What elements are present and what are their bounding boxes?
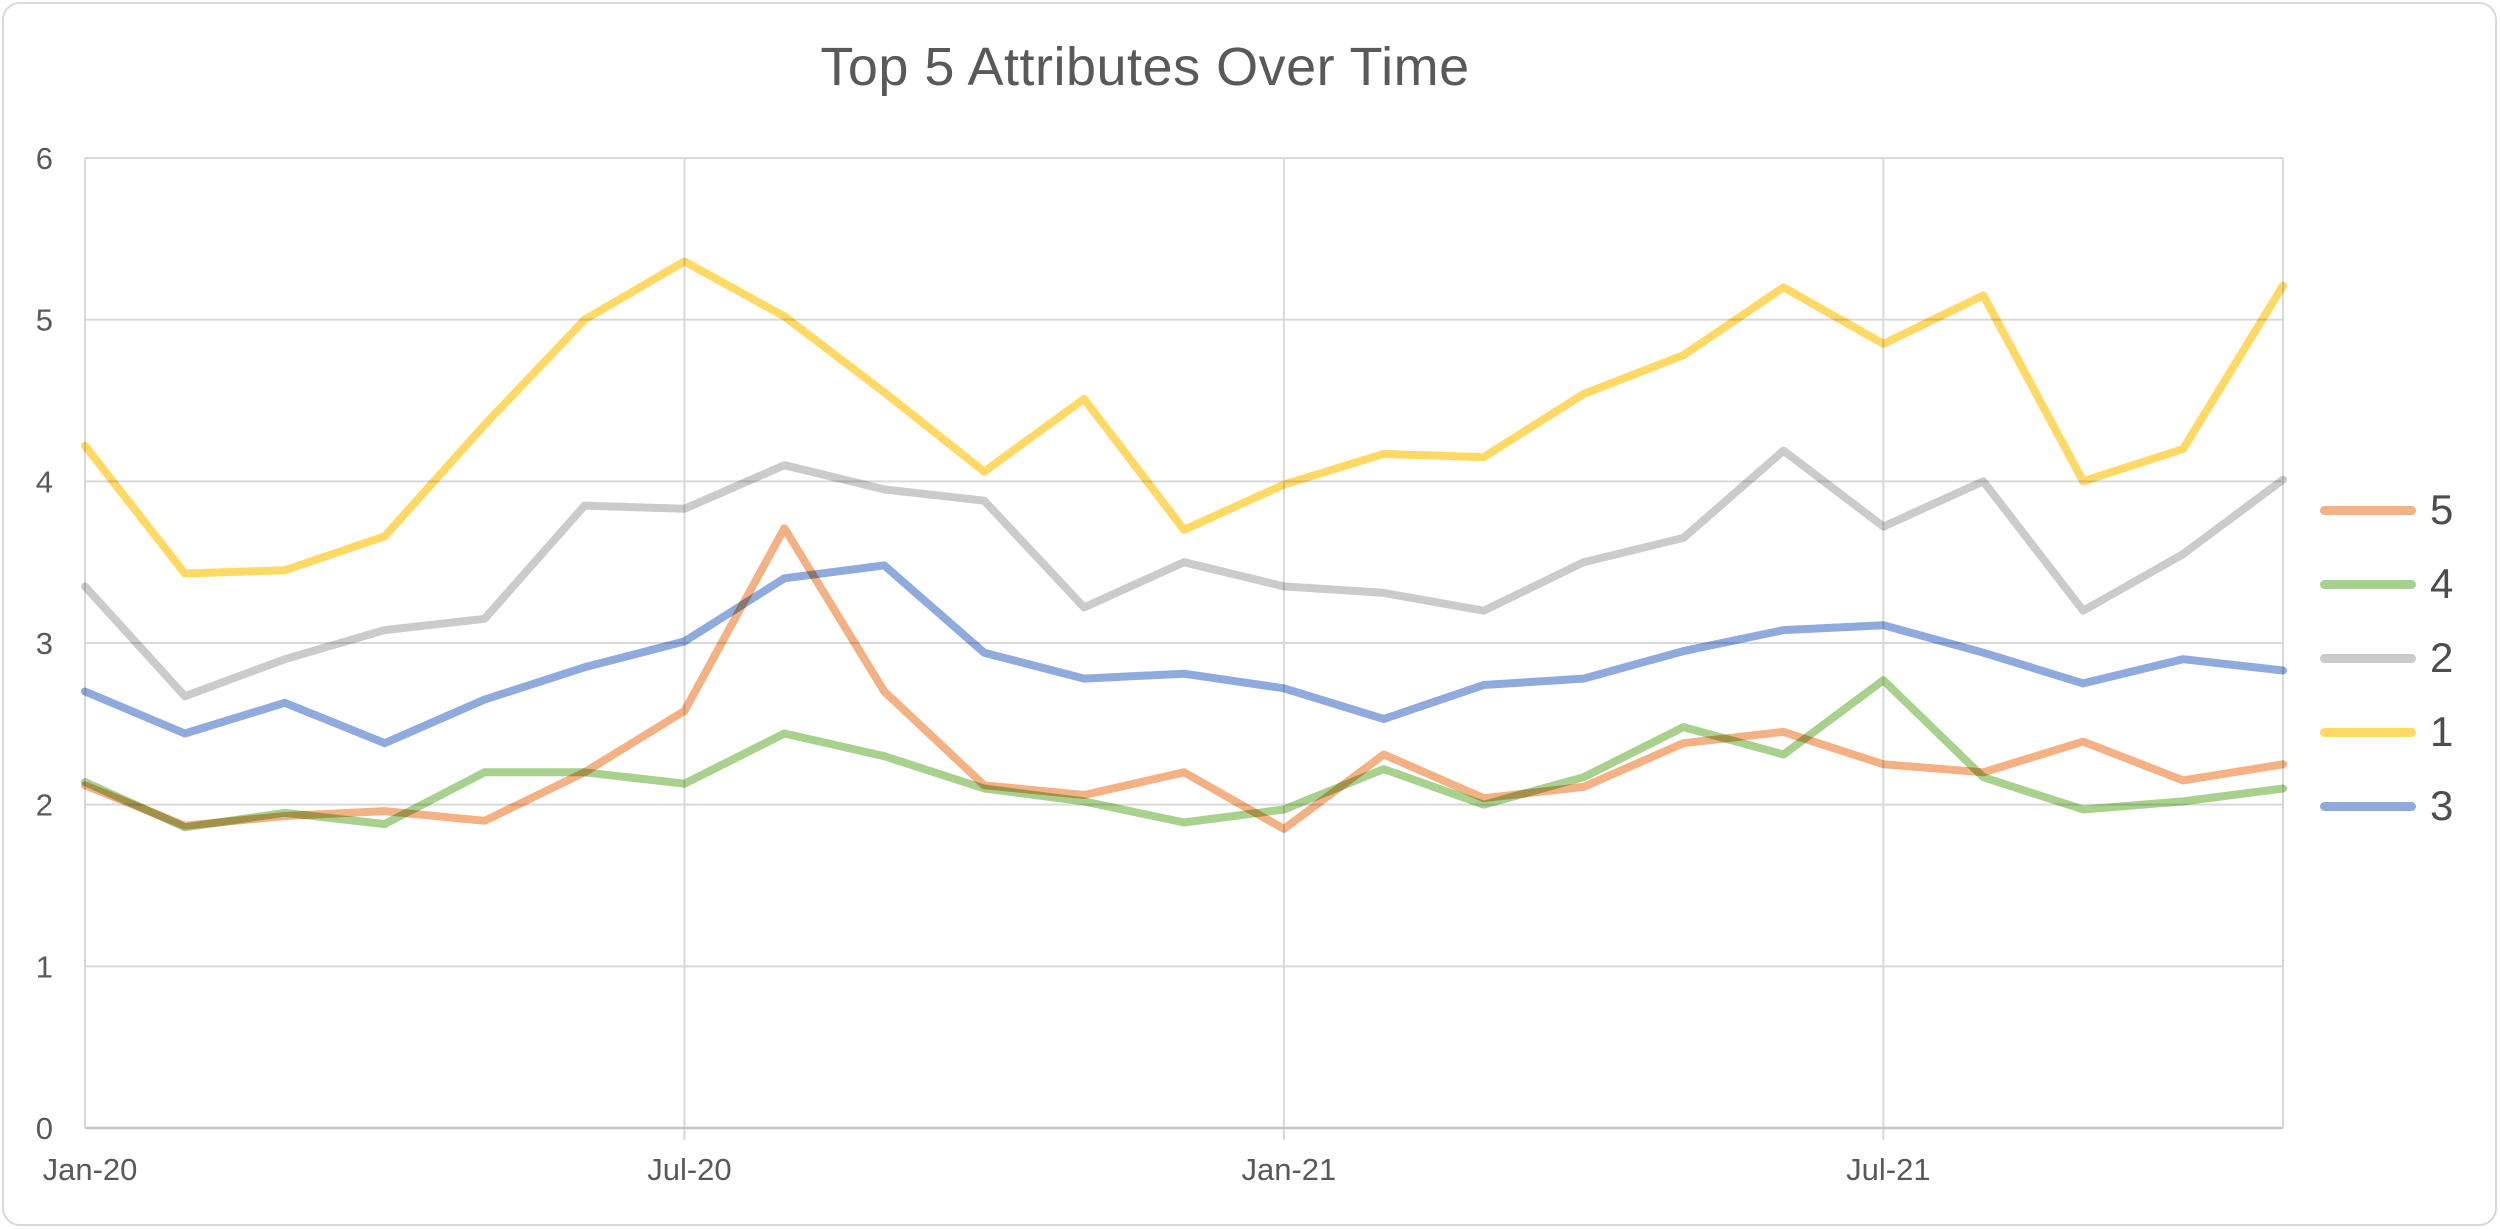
gridlines (85, 157, 2283, 1140)
x-tick-label-Jul-20: Jul-20 (647, 1152, 731, 1187)
y-tick-label-6: 6 (36, 141, 53, 176)
series-line-1 (81, 257, 2287, 578)
x-tick-label-Jul-21: Jul-21 (1846, 1152, 1930, 1187)
y-tick-label-4: 4 (36, 464, 53, 499)
legend-label-2: 2 (2430, 634, 2454, 681)
series-line-2 (81, 446, 2287, 701)
y-tick-label-3: 3 (36, 626, 53, 661)
legend-label-1: 1 (2430, 708, 2454, 755)
y-tick-label-1: 1 (36, 949, 53, 984)
series-line-4 (81, 676, 2287, 832)
series-lines (81, 257, 2287, 833)
y-axis-tick-labels: 0 1 2 3 4 5 6 (36, 141, 53, 1146)
y-tick-label-2: 2 (36, 788, 53, 823)
legend-item-3[interactable]: 3 (2320, 784, 2453, 828)
legend-swatch-5 (2320, 505, 2416, 515)
y-tick-label-5: 5 (36, 303, 53, 338)
legend-label-4: 4 (2430, 560, 2454, 607)
legend-item-4[interactable]: 4 (2320, 562, 2453, 606)
legend-swatch-3 (2320, 801, 2416, 811)
axes (84, 158, 2284, 1130)
legend-swatch-1 (2320, 727, 2416, 737)
x-tick-label-Jan-20: Jan-20 (43, 1152, 138, 1187)
x-axis-tick-labels: Jan-20 Jul-20 Jan-21 Jul-21 (43, 1152, 1931, 1187)
legend-item-1[interactable]: 1 (2320, 710, 2453, 754)
legend-label-3: 3 (2430, 782, 2454, 829)
x-tick-label-Jan-21: Jan-21 (1242, 1152, 1337, 1187)
legend-item-2[interactable]: 2 (2320, 636, 2453, 680)
legend-swatch-2 (2320, 653, 2416, 663)
legend-label-5: 5 (2430, 486, 2454, 533)
series-line-5 (81, 524, 2287, 833)
legend-item-5[interactable]: 5 (2320, 488, 2453, 532)
series-line-3 (81, 561, 2287, 748)
legend-swatch-4 (2320, 579, 2416, 589)
chart-title: Top 5 Attributes Over Time (820, 37, 1470, 97)
y-tick-label-0: 0 (36, 1111, 53, 1146)
